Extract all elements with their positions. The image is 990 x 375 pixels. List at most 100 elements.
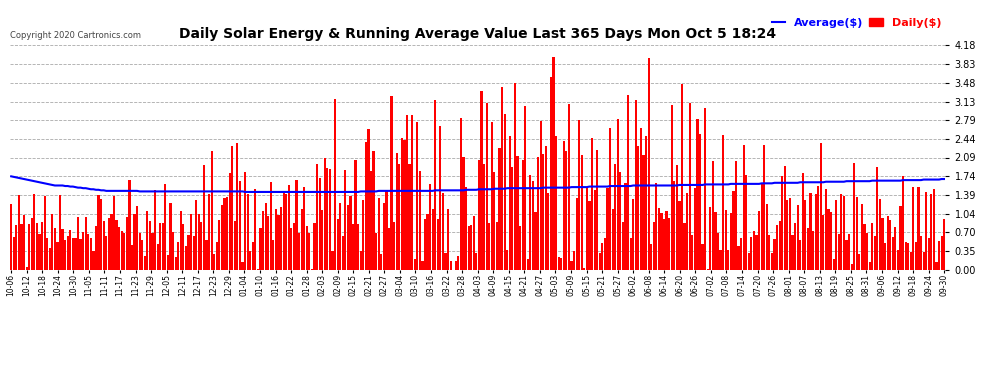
Bar [34, 195, 36, 270]
Bar [251, 242, 253, 270]
Bar [440, 126, 442, 270]
Bar [604, 238, 606, 270]
Bar [535, 211, 537, 270]
Bar [493, 172, 495, 270]
Bar [902, 176, 904, 270]
Bar [293, 223, 295, 270]
Bar [449, 261, 451, 270]
Bar [504, 114, 506, 270]
Bar [544, 146, 546, 270]
Bar [768, 235, 770, 270]
Bar [876, 166, 878, 270]
Bar [69, 230, 71, 270]
Bar [771, 253, 773, 270]
Bar [288, 185, 290, 270]
Bar [519, 226, 521, 270]
Bar [295, 180, 298, 270]
Bar [635, 100, 637, 270]
Bar [383, 203, 385, 270]
Bar [912, 187, 915, 270]
Bar [185, 246, 187, 270]
Bar [424, 219, 426, 270]
Bar [218, 220, 221, 270]
Bar [139, 232, 141, 270]
Bar [21, 224, 23, 270]
Bar [540, 121, 542, 270]
Bar [583, 268, 585, 270]
Bar [899, 206, 902, 270]
Bar [853, 163, 855, 270]
Bar [778, 221, 781, 270]
Bar [660, 213, 662, 270]
Bar [56, 242, 58, 270]
Bar [530, 175, 532, 270]
Bar [640, 128, 642, 270]
Bar [467, 226, 470, 270]
Bar [414, 259, 416, 270]
Bar [522, 160, 524, 270]
Bar [842, 196, 845, 270]
Bar [712, 161, 714, 270]
Bar [362, 200, 364, 270]
Bar [224, 198, 226, 270]
Bar [311, 269, 313, 270]
Bar [614, 164, 616, 270]
Bar [920, 236, 922, 270]
Bar [340, 203, 342, 270]
Bar [247, 194, 248, 270]
Bar [164, 184, 166, 270]
Bar [570, 261, 572, 270]
Bar [742, 145, 744, 270]
Bar [475, 253, 477, 270]
Bar [190, 214, 192, 270]
Bar [897, 250, 899, 270]
Bar [699, 134, 701, 270]
Bar [59, 195, 61, 270]
Bar [931, 194, 933, 270]
Title: Daily Solar Energy & Running Average Value Last 365 Days Mon Oct 5 18:24: Daily Solar Energy & Running Average Val… [179, 27, 776, 41]
Bar [66, 236, 69, 270]
Bar [396, 153, 398, 270]
Bar [807, 228, 809, 270]
Bar [755, 235, 757, 270]
Bar [586, 188, 588, 270]
Bar [108, 218, 110, 270]
Bar [95, 226, 97, 270]
Bar [575, 198, 578, 270]
Bar [562, 141, 565, 270]
Bar [841, 194, 842, 270]
Bar [776, 225, 778, 270]
Bar [370, 171, 372, 270]
Bar [663, 219, 665, 270]
Bar [385, 190, 387, 270]
Bar [473, 216, 475, 270]
Bar [148, 221, 151, 270]
Bar [49, 249, 50, 270]
Bar [625, 183, 627, 270]
Bar [647, 58, 649, 270]
Bar [678, 201, 680, 270]
Bar [105, 236, 107, 270]
Bar [858, 254, 860, 270]
Bar [704, 108, 706, 270]
Bar [596, 150, 598, 270]
Bar [39, 234, 41, 270]
Bar [182, 224, 184, 270]
Bar [419, 171, 421, 270]
Bar [892, 237, 894, 270]
Bar [871, 223, 873, 270]
Bar [51, 214, 53, 270]
Bar [491, 122, 493, 270]
Bar [925, 192, 928, 270]
Bar [940, 236, 942, 270]
Bar [943, 219, 945, 270]
Bar [23, 215, 25, 270]
Bar [203, 165, 205, 270]
Bar [329, 169, 331, 270]
Bar [144, 256, 146, 270]
Bar [735, 161, 738, 270]
Bar [733, 190, 735, 270]
Bar [306, 226, 308, 270]
Bar [126, 217, 128, 270]
Bar [74, 238, 76, 270]
